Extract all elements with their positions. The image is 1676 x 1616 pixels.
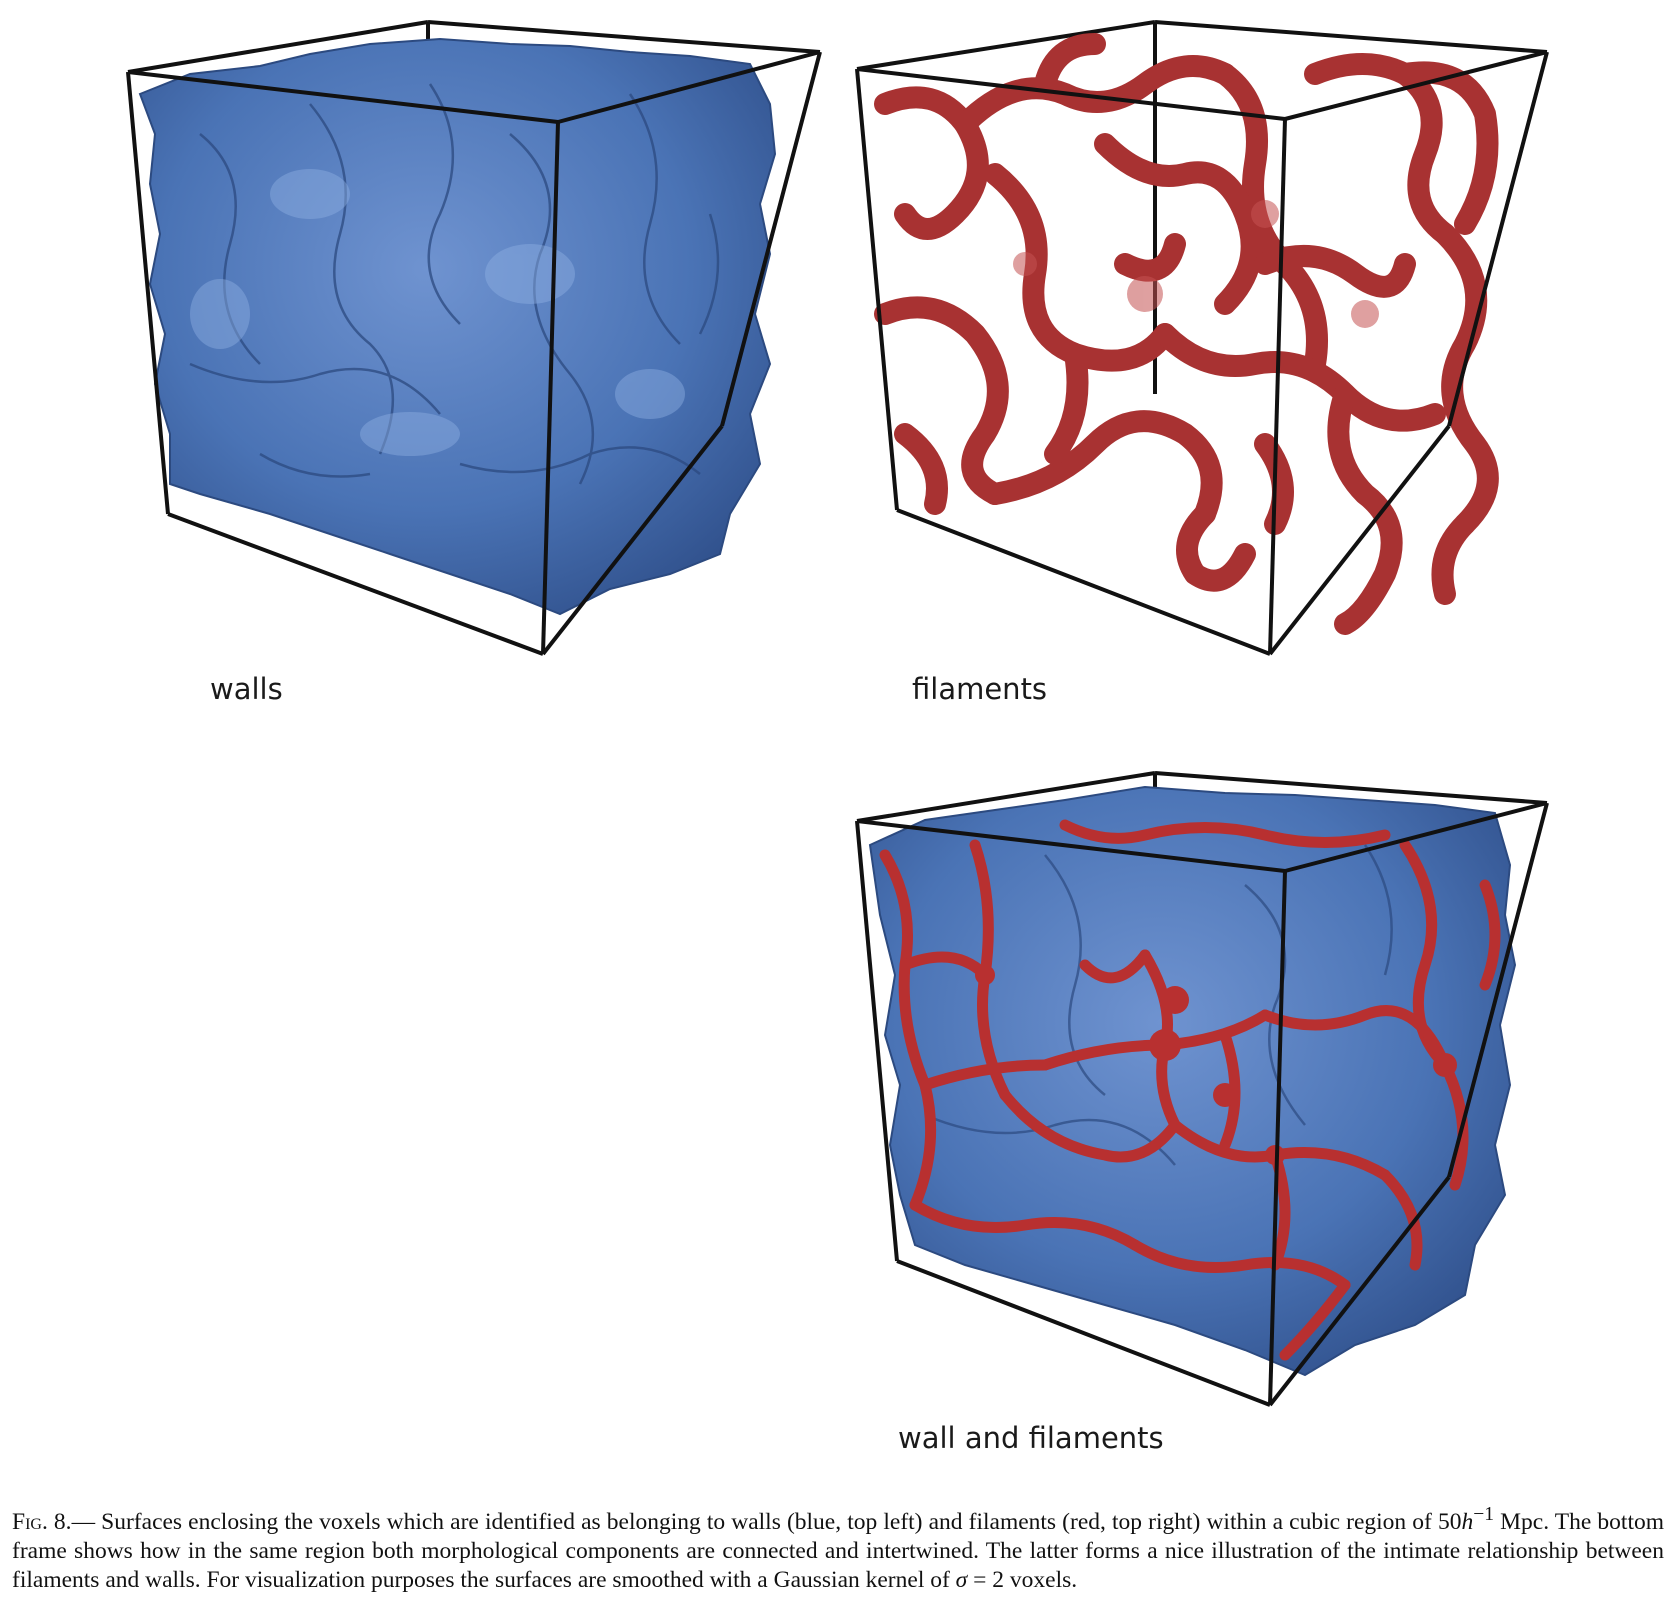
- combined-filament-nodes: [975, 965, 1457, 1165]
- caption-text-3: = 2 voxels.: [967, 1566, 1078, 1593]
- filaments-label: filaments: [912, 672, 1048, 706]
- filaments-highlights: [1013, 200, 1379, 328]
- walls-surface-folds: [189, 83, 720, 485]
- caption-text-2: Mpc. The bottom frame shows how in the s…: [12, 1508, 1665, 1593]
- cube-front-edges: [126, 50, 822, 656]
- h-symbol: h: [1461, 1508, 1474, 1535]
- walls-surface-highlights: [190, 169, 685, 456]
- combined-label: wall and filaments: [898, 1421, 1164, 1455]
- filaments-cube-render: [855, 20, 1549, 656]
- figure-number: Fig. 8.: [12, 1508, 72, 1535]
- filaments-panel: [845, 14, 1565, 714]
- sigma-symbol: σ: [955, 1566, 968, 1593]
- caption-text-1: Surfaces enclosing the voxels which are …: [95, 1508, 1462, 1535]
- walls-panel: [110, 14, 830, 714]
- combined-panel: [845, 765, 1565, 1465]
- caption-dash: —: [71, 1508, 96, 1535]
- walls-cube-render: [126, 20, 822, 656]
- exponent: −1: [1473, 1504, 1495, 1525]
- cube-front-edges: [855, 801, 1549, 1407]
- filaments-network: [874, 33, 1499, 635]
- figure-caption: Fig. 8.— Surfaces enclosing the voxels w…: [12, 1500, 1664, 1595]
- walls-label: walls: [210, 672, 283, 706]
- cube-front-edges: [855, 50, 1549, 656]
- combined-cube-render: [855, 771, 1549, 1407]
- combined-filaments-network: [879, 819, 1501, 1361]
